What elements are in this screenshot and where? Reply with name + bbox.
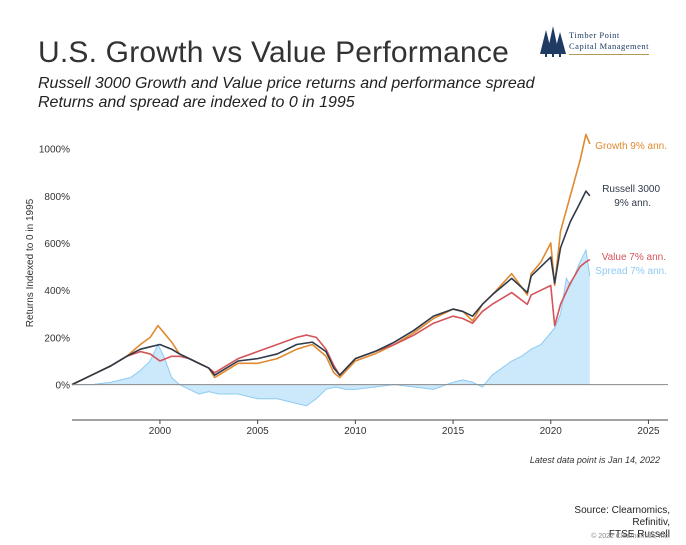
y-tick-label: 800%: [44, 192, 70, 203]
growth-series-line: [71, 133, 591, 386]
x-tick-labels: 2000 2005 2010 2015 2020 2025: [149, 420, 660, 437]
spread-area-layer: [72, 248, 591, 407]
legend-spread: Spread 7% ann.: [595, 266, 667, 277]
y-tick-labels: 0% 200% 400% 600% 800% 1000%: [39, 145, 70, 392]
source-line-2: Refinitiv,: [632, 517, 670, 528]
x-tick-label: 2025: [637, 426, 660, 437]
legend-russell-line-2: 9% ann.: [614, 198, 651, 209]
russell-series-line: [71, 190, 591, 386]
spread-line: [72, 248, 591, 407]
subtitle-line-1: Russell 3000 Growth and Value price retu…: [38, 75, 535, 92]
logo-text-line-1: Timber Point: [569, 30, 620, 40]
legend-russell-line-1: Russell 3000: [602, 184, 660, 195]
copyright-note: © 2022 Clearnomics, Inc.: [591, 533, 670, 540]
source-line-1: Source: Clearnomics,: [574, 505, 670, 516]
x-tick-label: 2020: [540, 426, 563, 437]
y-axis-label: Returns Indexed to 0 in 1995: [25, 198, 36, 327]
y-tick-label: 600%: [44, 239, 70, 250]
logo-divider: [569, 54, 649, 55]
y-tick-label: 1000%: [39, 145, 70, 156]
x-tick-label: 2015: [442, 426, 465, 437]
logo-text-line-2: Capital Management: [569, 41, 650, 51]
legend-value: Value 7% ann.: [602, 252, 666, 263]
legend-growth: Growth 9% ann.: [595, 141, 667, 152]
series-lines-layer: [71, 133, 591, 386]
x-tick-label: 2005: [247, 426, 270, 437]
page-title: U.S. Growth vs Value Performance: [38, 36, 510, 69]
x-tick-label: 2010: [344, 426, 367, 437]
source-line-3: FTSE Russell: [608, 529, 670, 540]
pine-trees-icon: [540, 26, 566, 57]
y-tick-label: 200%: [44, 333, 70, 344]
y-tick-label: 400%: [44, 286, 70, 297]
subtitle-line-2: Returns and spread are indexed to 0 in 1…: [38, 94, 355, 111]
source-note: Source: Clearnomics, Refinitiv, FTSE Rus…: [510, 505, 670, 541]
x-tick-label: 2000: [149, 426, 172, 437]
latest-data-note: Latest data point is Jan 14, 2022: [529, 455, 660, 465]
y-tick-label: 0%: [56, 381, 71, 392]
